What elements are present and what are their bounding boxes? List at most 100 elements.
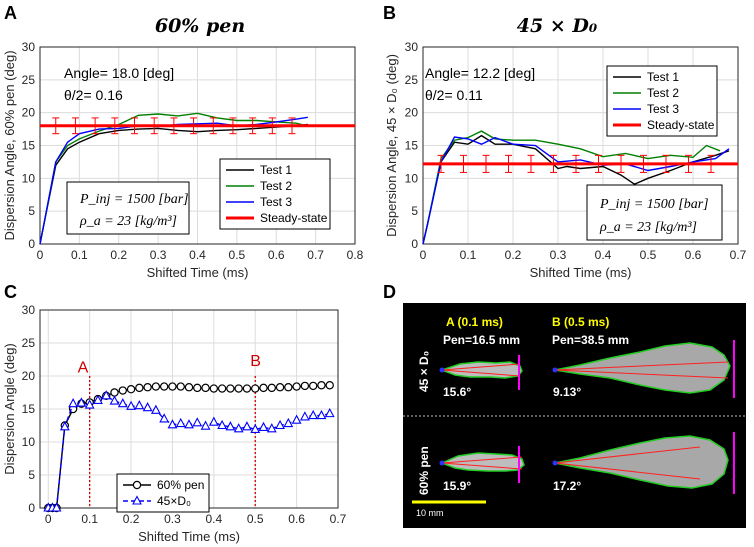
x-tick-label: 0.5 <box>229 248 246 262</box>
data-point <box>192 417 203 427</box>
data-point <box>234 384 243 393</box>
legend-label: Test 1 <box>647 70 679 84</box>
data-point <box>117 398 128 408</box>
y-tick-label: 20 <box>22 369 36 383</box>
panel-b-legend: Test 1 Test 2 Test 3 Steady-state <box>606 65 718 137</box>
legend-label: Test 3 <box>647 102 679 116</box>
spray-image-row1-b <box>554 342 731 394</box>
data-point <box>201 383 210 393</box>
x-tick-label: 0.2 <box>123 512 140 526</box>
data-point <box>76 397 87 407</box>
y-tick-label: 30 <box>405 40 419 54</box>
data-point <box>250 423 261 434</box>
panel-a-angle-text: Angle= 18.0 [deg] <box>64 65 174 81</box>
spray-image-row1-a <box>439 361 523 379</box>
data-point <box>143 383 152 392</box>
data-point <box>226 384 235 393</box>
angle-row1-b: 9.13° <box>553 385 581 399</box>
series-line <box>39 123 308 245</box>
legend-label: Test 1 <box>260 163 292 177</box>
data-point <box>200 420 211 430</box>
legend-label: Test 2 <box>647 86 679 100</box>
data-point <box>275 383 285 392</box>
x-tick-label: 0.6 <box>288 512 305 526</box>
series-line <box>422 136 730 245</box>
panel-b-theta-text: θ/2= 0.11 <box>425 87 483 103</box>
x-tick-label: 0.7 <box>330 512 347 526</box>
data-point <box>167 419 178 429</box>
legend-marker <box>132 495 142 505</box>
data-point <box>292 382 301 391</box>
panel-letter-a: A <box>4 3 17 23</box>
y-tick-label: 15 <box>22 139 36 153</box>
data-point <box>68 398 79 408</box>
legend-label: Test 2 <box>260 179 292 193</box>
data-point <box>193 383 202 393</box>
data-point <box>109 395 120 405</box>
data-point <box>291 414 302 424</box>
panel-c-legend: 60% pen 45×D₀ <box>116 473 210 513</box>
spray-cone-row2-b <box>554 446 701 480</box>
y-tick-label: 15 <box>22 402 36 416</box>
y-tick-label: 30 <box>22 303 36 317</box>
data-point <box>217 419 228 430</box>
data-point <box>299 411 310 421</box>
y-tick-label: 25 <box>405 73 419 87</box>
data-point <box>259 383 268 393</box>
y-tick-label: 5 <box>411 204 418 218</box>
y-tick-label: 10 <box>22 171 36 185</box>
data-point <box>151 382 161 391</box>
panel-a-box-line1: P_inj = 1500 [bar] <box>79 192 189 207</box>
event-label-a: A <box>78 360 89 377</box>
y-axis-label: Dispersion Angle, 45 × D₀ (deg) <box>384 54 399 237</box>
panel-letter-d: D <box>383 282 396 302</box>
y-tick-label: 0 <box>28 501 35 515</box>
panel-a-legend: Test 1 Test 2 Test 3 Steady-state <box>219 158 331 230</box>
x-tick-label: 0.2 <box>505 248 522 262</box>
x-axis-label: Shifted Time (ms) <box>147 265 249 280</box>
data-point <box>267 383 276 393</box>
data-point <box>317 381 326 390</box>
image-row1-label: 45 × D₀ <box>417 351 431 392</box>
angle-row2-a: 15.9° <box>443 479 471 493</box>
data-point <box>159 382 169 391</box>
x-tick-label: 0.8 <box>347 248 364 262</box>
y-tick-label: 5 <box>28 204 35 218</box>
x-tick-label: 0 <box>420 248 427 262</box>
x-tick-label: 0.3 <box>150 248 167 262</box>
scale-bar-label: 10 mm <box>416 508 444 518</box>
legend-label: Steady-state <box>260 211 328 225</box>
nozzle-dot-row1-b <box>552 367 558 373</box>
y-tick-label: 20 <box>405 106 419 120</box>
x-tick-label: 0.7 <box>730 248 747 262</box>
legend-label: 60% pen <box>157 478 204 492</box>
y-tick-label: 10 <box>405 171 419 185</box>
y-tick-label: 5 <box>28 468 35 482</box>
data-point <box>142 402 153 412</box>
series-line <box>422 130 721 245</box>
data-point <box>51 502 62 512</box>
data-point <box>258 421 269 432</box>
data-point <box>225 421 236 431</box>
image-pen-a: Pen=16.5 mm <box>443 333 520 347</box>
panel-b-angle-text: Angle= 12.2 [deg] <box>425 65 535 81</box>
x-tick-label: 0.4 <box>595 248 612 262</box>
image-pen-b: Pen=38.5 mm <box>552 333 629 347</box>
panel-b-condition-box <box>586 184 723 241</box>
panel-letter-c: C <box>4 282 17 302</box>
data-point <box>184 419 194 429</box>
x-tick-label: 0.5 <box>640 248 657 262</box>
x-axis-label: Shifted Time (ms) <box>530 265 632 280</box>
data-point <box>300 381 310 391</box>
data-point <box>242 421 252 431</box>
y-tick-label: 30 <box>22 40 36 54</box>
y-tick-label: 25 <box>22 336 36 350</box>
plot-frame <box>39 46 356 245</box>
data-point <box>159 413 170 423</box>
data-point <box>93 394 103 404</box>
data-point <box>209 384 219 393</box>
data-point <box>283 417 294 428</box>
x-tick-label: 0.1 <box>460 248 477 262</box>
data-point <box>110 388 119 397</box>
legend-box <box>116 473 210 513</box>
